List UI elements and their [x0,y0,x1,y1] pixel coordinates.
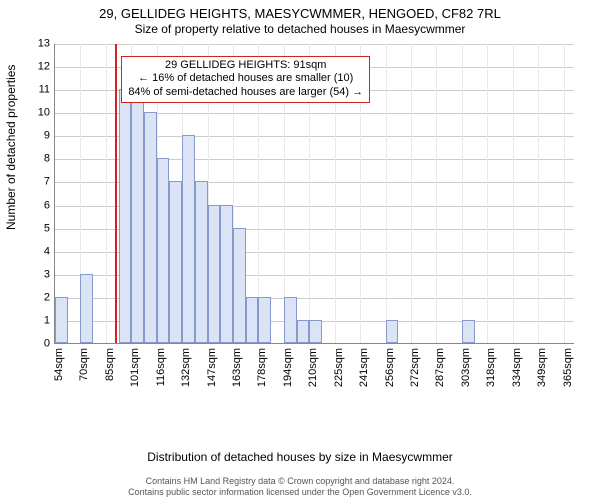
x-tick-label: 225sqm [334,348,345,387]
histogram-bar [80,274,93,343]
chart-subtitle: Size of property relative to detached ho… [0,22,600,36]
histogram-bar [233,228,246,343]
x-tick-label: 349sqm [537,348,548,387]
y-tick-label: 11 [30,85,50,96]
chart-title: 29, GELLIDEG HEIGHTS, MAESYCWMMER, HENGO… [0,0,600,22]
x-tick-label: 272sqm [410,348,421,387]
gridline-v [462,44,463,343]
y-tick-label: 2 [30,292,50,303]
histogram-bar [182,135,195,343]
x-tick-label: 70sqm [79,348,90,381]
y-tick-label: 7 [30,177,50,188]
histogram-bar [131,89,144,343]
gridline-v [411,44,412,343]
callout-line-1: 29 GELLIDEG HEIGHTS: 91sqm [128,59,363,73]
plot-region: 29 GELLIDEG HEIGHTS: 91sqm ← 16% of deta… [54,44,574,344]
footer-line-1: Contains HM Land Registry data © Crown c… [0,476,600,487]
gridline-v [487,44,488,343]
property-callout: 29 GELLIDEG HEIGHTS: 91sqm ← 16% of deta… [121,56,370,103]
y-tick-label: 12 [30,62,50,73]
y-tick-label: 1 [30,315,50,326]
x-tick-label: 147sqm [207,348,218,387]
histogram-bar [284,297,297,343]
x-tick-label: 85sqm [105,348,116,381]
x-tick-label: 210sqm [308,348,319,387]
y-tick-label: 3 [30,269,50,280]
y-tick-label: 10 [30,108,50,119]
histogram-bar [55,297,68,343]
histogram-bar [144,112,157,343]
gridline-v [564,44,565,343]
x-tick-label: 132sqm [181,348,192,387]
histogram-bar [386,320,399,343]
x-tick-label: 178sqm [257,348,268,387]
histogram-bar [119,89,132,343]
y-tick-label: 5 [30,223,50,234]
gridline-v [538,44,539,343]
y-axis-label: Number of detached properties [4,65,18,230]
y-tick-label: 0 [30,339,50,350]
histogram-bar [258,297,271,343]
histogram-bar [220,205,233,343]
histogram-bar [246,297,259,343]
gridline-v [106,44,107,343]
y-tick-label: 4 [30,246,50,257]
x-tick-label: 334sqm [512,348,523,387]
gridline-v [386,44,387,343]
property-marker-line [115,44,117,343]
histogram-bar [169,181,182,343]
gridline-v [513,44,514,343]
callout-line-2: ← 16% of detached houses are smaller (10… [128,72,363,86]
x-tick-label: 194sqm [283,348,294,387]
histogram-bar [195,181,208,343]
y-tick-label: 6 [30,200,50,211]
chart-area: 29 GELLIDEG HEIGHTS: 91sqm ← 16% of deta… [54,44,574,414]
y-tick-label: 13 [30,39,50,50]
x-tick-label: 54sqm [54,348,65,381]
x-tick-label: 365sqm [563,348,574,387]
histogram-bar [157,158,170,343]
gridline-v [436,44,437,343]
y-tick-label: 9 [30,131,50,142]
x-tick-label: 318sqm [486,348,497,387]
histogram-bar [309,320,322,343]
x-tick-label: 163sqm [232,348,243,387]
footer-line-2: Contains public sector information licen… [0,487,600,498]
chart-page: 29, GELLIDEG HEIGHTS, MAESYCWMMER, HENGO… [0,0,600,500]
y-tick-label: 8 [30,154,50,165]
callout-line-3: 84% of semi-detached houses are larger (… [128,86,363,100]
footer-attribution: Contains HM Land Registry data © Crown c… [0,476,600,498]
histogram-bar [462,320,475,343]
histogram-bar [208,205,221,343]
x-tick-label: 256sqm [385,348,396,387]
gridline-h [55,44,574,45]
x-tick-label: 303sqm [461,348,472,387]
x-tick-label: 241sqm [359,348,370,387]
x-tick-label: 101sqm [130,348,141,387]
x-tick-label: 116sqm [156,348,167,386]
histogram-bar [297,320,310,343]
x-tick-label: 287sqm [435,348,446,387]
x-axis-label: Distribution of detached houses by size … [0,450,600,464]
